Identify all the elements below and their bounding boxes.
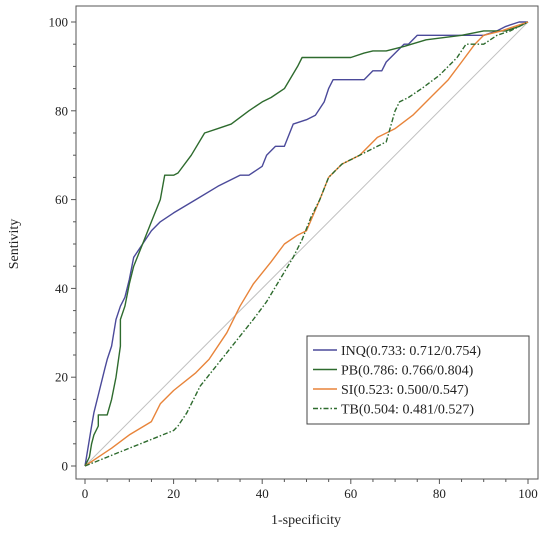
x-tick-label: 0 (82, 486, 89, 501)
series-layer (84, 21, 529, 467)
x-tick-label: 80 (433, 486, 446, 501)
series-line-2 (84, 21, 529, 467)
reference-diagonal (84, 21, 529, 467)
y-tick-label: 40 (55, 281, 68, 296)
legend-label: SI(0.523: 0.500/0.547) (341, 383, 469, 398)
series-line-1 (84, 21, 528, 467)
legend-label: INQ(0.733: 0.712/0.754) (341, 344, 481, 359)
y-tick-label: 100 (49, 15, 69, 30)
y-tick-label: 60 (55, 192, 68, 207)
y-tick-label: 0 (62, 459, 69, 474)
y-axis-title: Sentivity (7, 219, 22, 270)
legend-label: PB(0.786: 0.766/0.804) (341, 364, 474, 379)
series-line-3 (84, 21, 529, 467)
x-tick-label: 60 (344, 486, 357, 501)
reference-line-layer (84, 21, 529, 467)
y-axis-ticks: 0 20 40 60 80 100 (49, 15, 76, 474)
legend-box (306, 335, 530, 425)
x-tick-label: 40 (256, 486, 269, 501)
x-tick-label: 100 (518, 486, 538, 501)
y-tick-label: 80 (55, 103, 68, 118)
x-axis-ticks: 0 20 40 60 80 100 (82, 479, 538, 501)
x-tick-label: 20 (167, 486, 180, 501)
y-tick-label: 20 (55, 370, 68, 385)
series-line-4 (84, 21, 529, 467)
legend-label: TB(0.504: 0.481/0.527) (341, 403, 474, 418)
legend: INQ(0.733: 0.712/0.754) PB(0.786: 0.766/0… (306, 335, 530, 425)
x-axis-title: 1-specificity (271, 513, 341, 528)
